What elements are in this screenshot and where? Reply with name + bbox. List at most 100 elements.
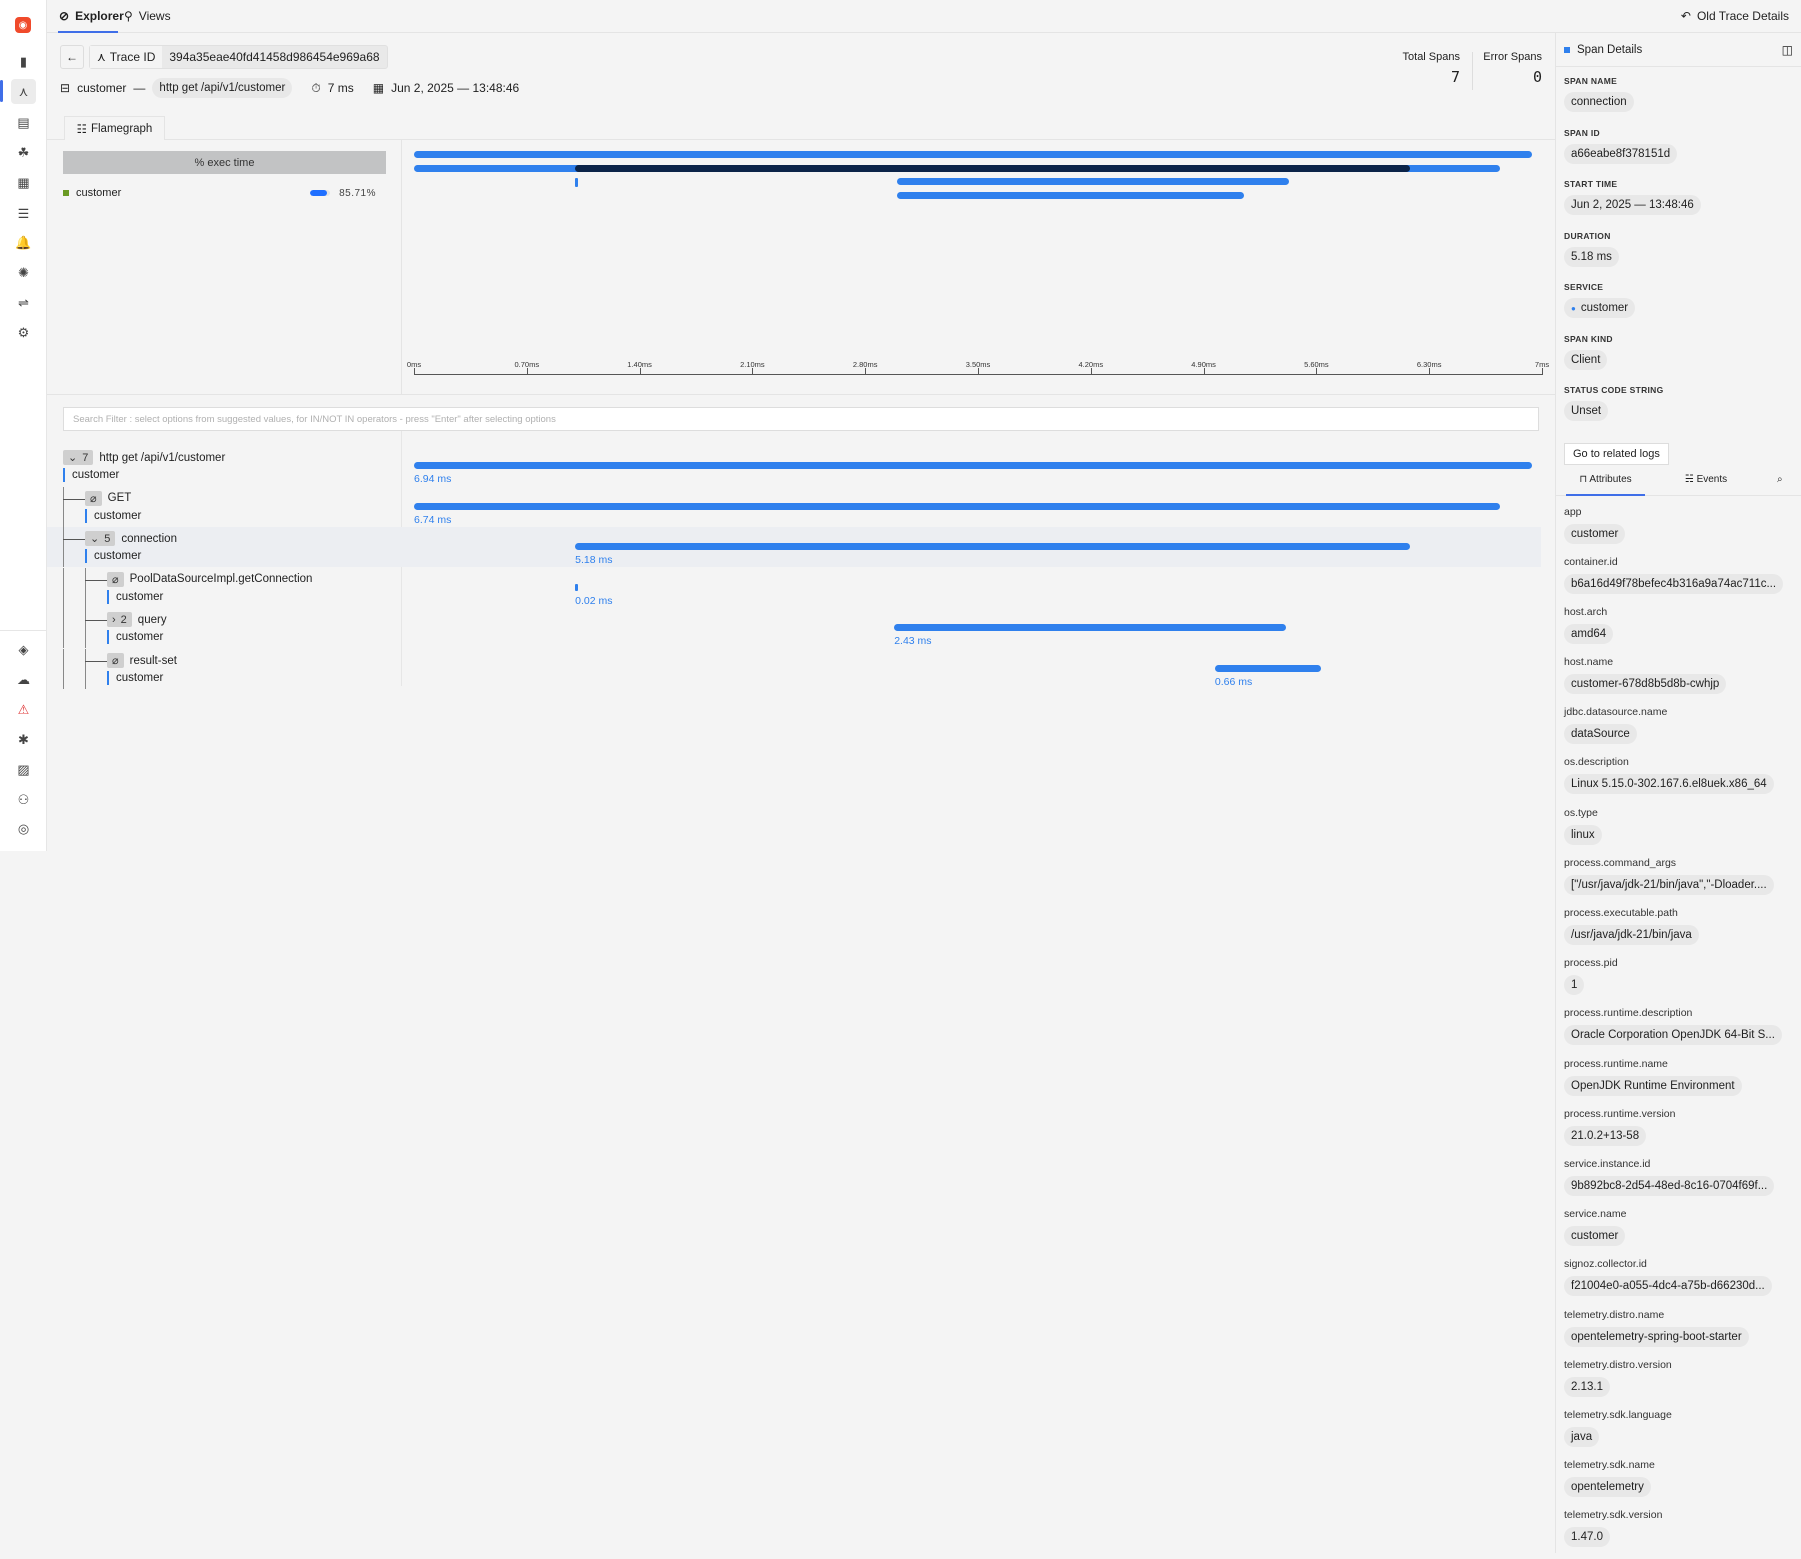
expand-toggle[interactable]: ⌄ 5 <box>85 531 116 547</box>
bug-icon[interactable]: ✺ <box>18 264 29 280</box>
dashboards-icon[interactable]: ▦ <box>17 174 30 190</box>
trace-meta: ⊟ customer — http get /api/v1/customer ⏱… <box>60 78 519 98</box>
services-icon[interactable]: ☘ <box>17 144 30 160</box>
span-bar[interactable] <box>575 583 579 591</box>
attribute-key: telemetry.distro.version <box>1564 1358 1672 1371</box>
span-duration: 0.02 ms <box>575 594 613 607</box>
attribute-value[interactable]: customer <box>1564 1226 1626 1247</box>
axis-tick-label: 0.70ms <box>514 360 540 369</box>
attribute-key: service.name <box>1564 1208 1627 1221</box>
invite-user-icon[interactable]: ⚇ <box>17 791 30 807</box>
flame-bar[interactable] <box>897 178 1289 185</box>
attribute-value[interactable]: 2.13.1 <box>1564 1376 1610 1397</box>
flame-bar[interactable] <box>897 192 1244 199</box>
top-nav: ⊘ Explorer ⚲ Views ↶ Old Trace Details <box>47 0 1801 33</box>
details-tabs: ⊓ Attributes ☵ Events ⌕ <box>1556 474 1801 496</box>
tab-flamegraph[interactable]: ☷ Flamegraph <box>64 116 165 140</box>
attribute-item: telemetry.distro.version 2.13.1 <box>1556 1359 1801 1409</box>
flame-bar[interactable] <box>414 151 1533 158</box>
attribute-key: host.name <box>1564 656 1614 669</box>
attribute-item: app customer <box>1556 506 1801 556</box>
span-name-cell: › 2 query <box>107 612 167 628</box>
attribute-key: jdbc.datasource.name <box>1564 706 1668 719</box>
tree-branch <box>63 498 85 500</box>
legend-service: customer <box>76 187 122 199</box>
span-service: customer <box>107 630 163 645</box>
bar-chart-icon[interactable]: ▮ <box>19 53 28 69</box>
tab-attributes[interactable]: ⊓ Attributes <box>1566 474 1645 496</box>
attribute-item: telemetry.sdk.language java <box>1556 1409 1801 1459</box>
attribute-key: process.executable.path <box>1564 907 1678 919</box>
integrations-icon[interactable]: ◈ <box>18 641 29 657</box>
chevron-right-icon: › <box>112 613 116 626</box>
attribute-value[interactable]: Linux 5.15.0-302.167.6.el8uek.x86_64 <box>1564 774 1774 795</box>
span-bar[interactable] <box>414 462 1533 469</box>
attribute-value[interactable]: dataSource <box>1564 724 1637 745</box>
attribute-value[interactable]: OpenJDK Runtime Environment <box>1564 1075 1742 1096</box>
attribute-value[interactable]: b6a16d49f78befec4b316a9a74ac711c... <box>1564 573 1784 594</box>
traces-icon[interactable]: ⋏ <box>11 79 36 104</box>
tree-line <box>85 649 86 689</box>
search-filter-input[interactable]: Search Filter : select options from sugg… <box>63 407 1539 431</box>
warning-icon[interactable]: ⚠ <box>17 701 30 717</box>
attribute-value[interactable]: opentelemetry-spring-boot-starter <box>1564 1326 1749 1347</box>
signoz-logo[interactable]: ◉ <box>15 17 31 33</box>
attribute-value[interactable]: customer-678d8b5d8b-cwhjp <box>1564 674 1727 695</box>
span-name-cell: ⌀ PoolDataSourceImpl.getConnection <box>107 571 312 587</box>
settings-icon[interactable]: ⚙ <box>17 324 30 340</box>
attribute-value[interactable]: linux <box>1564 824 1602 845</box>
expand-toggle[interactable]: › 2 <box>107 612 132 628</box>
docs-icon[interactable]: ▨ <box>17 761 30 777</box>
cloud-icon[interactable]: ☁ <box>17 671 30 687</box>
attribute-value[interactable]: 21.0.2+13-58 <box>1564 1125 1647 1146</box>
tab-views[interactable]: ⚲ Views <box>124 9 171 23</box>
span-service: customer <box>63 468 119 482</box>
old-trace-details-button[interactable]: ↶ Old Trace Details <box>1680 9 1789 23</box>
attribute-value[interactable]: Oracle Corporation OpenJDK 64-Bit S... <box>1564 1025 1782 1046</box>
span-bar[interactable] <box>1214 665 1322 672</box>
span-row[interactable]: ⌀ GET customer 6.74 ms <box>47 486 1541 527</box>
attribute-value[interactable]: ["/usr/java/jdk-21/bin/java","-Dloader..… <box>1564 874 1774 895</box>
attribute-value[interactable]: 1 <box>1564 975 1585 996</box>
attribute-value[interactable]: customer <box>1564 523 1626 544</box>
attribute-value[interactable]: f21004e0-a055-4dc4-a75b-d66230d... <box>1564 1276 1772 1297</box>
collapse-panel-icon[interactable]: ◫ <box>1781 42 1793 57</box>
span-bar[interactable] <box>894 624 1286 632</box>
trace-id-box[interactable]: ⋏ Trace ID 394a35eae40fd41458d986454e969a… <box>89 45 388 69</box>
go-to-related-logs-button[interactable]: Go to related logs <box>1564 442 1669 465</box>
undo-icon: ↶ <box>1680 9 1691 23</box>
attribute-value[interactable]: 1.47.0 <box>1564 1527 1610 1548</box>
pipelines-icon[interactable]: ⇌ <box>18 294 29 310</box>
attribute-value[interactable]: 9b892bc8-2d54-48ed-8c16-0704f69f... <box>1564 1175 1775 1196</box>
span-row[interactable]: ⌄ 7 http get /api/v1/customer customer 6.94 … <box>47 446 1541 486</box>
logs-icon[interactable]: ▤ <box>17 114 30 130</box>
span-row[interactable]: › 2 query customer 2.43 ms <box>47 608 1541 649</box>
span-row[interactable]: ⌀ result-set customer 0.66 ms <box>47 649 1541 689</box>
search-attributes-icon[interactable]: ⌕ <box>1777 473 1783 485</box>
flamegraph-divider <box>401 139 402 395</box>
tab-events[interactable]: ☵ Events <box>1684 473 1728 485</box>
attribute-item: host.arch amd64 <box>1556 606 1801 656</box>
flame-bar[interactable] <box>575 178 579 187</box>
alerts-icon[interactable]: 🔔 <box>15 234 32 250</box>
detail-field: Span Name connection <box>1556 76 1801 128</box>
attribute-value[interactable]: opentelemetry <box>1564 1477 1651 1498</box>
span-bar[interactable] <box>414 502 1501 510</box>
axis-tick <box>865 368 867 375</box>
span-row[interactable]: ⌄ 5 connection customer 5.18 ms <box>47 527 1541 568</box>
expand-toggle[interactable]: ⌄ 7 <box>63 450 94 465</box>
attribute-value[interactable]: amd64 <box>1564 623 1614 644</box>
attribute-value[interactable]: java <box>1564 1426 1600 1447</box>
back-button[interactable]: ← <box>60 45 84 69</box>
error-spans-label: Error Spans <box>1483 51 1542 63</box>
flame-bar[interactable] <box>575 165 1410 172</box>
attribute-value[interactable]: /usr/java/jdk-21/bin/java <box>1564 925 1699 945</box>
attribute-item: signoz.collector.id f21004e0-a055-4dc4-a7… <box>1556 1258 1801 1308</box>
list-icon[interactable]: ☰ <box>17 205 30 221</box>
flamegraph-panel <box>47 139 1555 395</box>
account-icon[interactable]: ◎ <box>17 820 30 836</box>
tab-explorer[interactable]: ⊘ Explorer <box>59 9 124 23</box>
span-bar[interactable] <box>575 543 1410 551</box>
span-row[interactable]: ⌀ PoolDataSourceImpl.getConnection custome… <box>47 567 1541 608</box>
slack-icon[interactable]: ✱ <box>18 731 29 747</box>
